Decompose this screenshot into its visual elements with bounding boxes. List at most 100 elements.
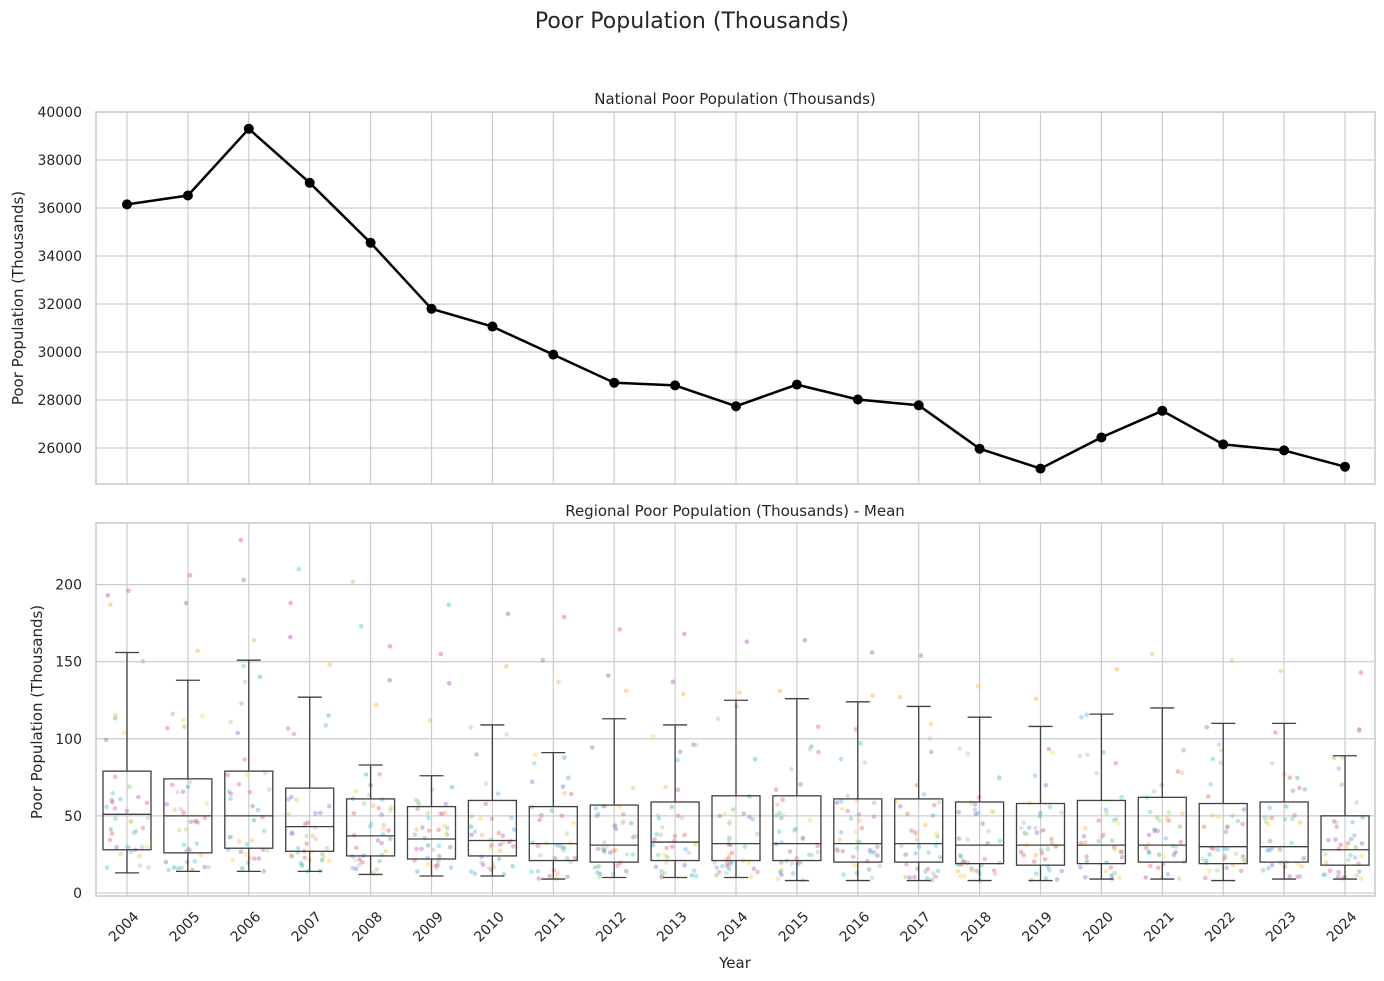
regional-point-2017-32 [914,832,920,838]
regional-point-2012-17 [620,812,626,817]
box-body-2014 [711,795,761,862]
regional-point-2012-37 [593,806,599,811]
regional-point-2007-30 [295,845,301,851]
regional-point-2006-29 [228,791,234,797]
regional-point-2006-5 [252,856,257,861]
regional-outlier-2011-2 [561,614,567,620]
box-body-2018 [954,801,1005,865]
regional-point-2007-17 [302,821,308,827]
regional-point-2016-2 [871,800,877,806]
regional-point-2021-13 [1146,849,1152,854]
bottom-axes-frame [95,522,1376,897]
regional-point-2014-16 [751,866,757,871]
regional-point-2009-4 [437,853,442,859]
regional-point-2014-3 [748,874,753,880]
regional-point-2007-25 [323,723,329,728]
regional-point-2011-23 [549,808,555,813]
regional-point-2016-25 [868,850,873,855]
regional-point-2021-1 [1159,782,1164,788]
regional-point-2022-10 [1240,854,1246,859]
regional-point-2007-37 [298,860,304,866]
regional-point-2023-32 [1266,822,1271,827]
regional-point-2020-37 [1103,807,1109,813]
regional-point-2023-26 [1290,816,1295,822]
regional-point-2011-2 [558,843,563,849]
regional-point-2008-32 [381,826,386,831]
regional-point-2015-32 [775,876,781,882]
regional-point-2005-14 [182,724,187,730]
regional-point-2016-0 [871,814,877,819]
regional-point-2007-8 [321,855,326,860]
bottom-x-tick-2020: 2020 [1080,909,1117,946]
regional-point-2015-14 [774,813,779,818]
regional-point-2008-35 [363,772,369,777]
regional-point-2008-24 [354,845,359,851]
regional-point-2019-14 [1049,840,1055,846]
regional-point-2019-19 [1024,831,1029,837]
regional-point-2021-5 [1166,818,1172,824]
box-body-2007 [285,787,335,852]
regional-point-2014-35 [726,866,732,872]
bottom-x-tick-2023: 2023 [1263,909,1300,946]
regional-point-2009-33 [430,847,436,853]
regional-outlier-2011-0 [556,679,561,685]
regional-point-2014-34 [717,813,723,819]
regional-point-2016-14 [848,816,854,821]
box-body-2010 [467,799,518,857]
national-point-2017 [913,400,924,411]
regional-outlier-2024-1 [1356,727,1362,732]
regional-point-2011-35 [562,755,567,760]
regional-point-2013-20 [663,860,669,865]
regional-point-2006-28 [250,803,255,809]
regional-point-2004-3 [137,853,142,859]
regional-point-2019-7 [1019,825,1024,831]
regional-point-2019-31 [1059,810,1064,815]
regional-point-2020-26 [1112,870,1117,876]
regional-point-2023-15 [1298,820,1303,825]
regional-point-2010-35 [468,824,474,829]
regional-point-2012-16 [631,834,636,840]
regional-point-2013-15 [663,784,668,790]
regional-point-2013-0 [682,832,687,838]
regional-point-2013-5 [676,813,681,819]
regional-point-2015-17 [780,797,785,802]
regional-point-2006-31 [228,834,234,840]
regional-point-2004-27 [118,851,123,857]
regional-outlier-2012-0 [624,688,629,694]
regional-point-2023-11 [1295,775,1300,781]
regional-point-2013-27 [692,842,698,847]
regional-point-2019-16 [1046,746,1052,752]
regional-point-2022-34 [1241,807,1247,812]
regional-outlier-2015-0 [777,688,782,694]
regional-point-2022-28 [1224,825,1230,830]
regional-point-2009-16 [443,801,449,807]
regional-point-2024-6 [1348,852,1353,858]
bottom-gridlines [96,523,1375,896]
regional-point-2018-27 [955,868,961,874]
regional-point-2005-13 [187,848,192,853]
box-body-2015 [772,795,822,862]
regional-point-2013-31 [655,813,661,818]
regional-outlier-2005-2 [187,573,193,578]
regional-point-2010-21 [468,725,474,730]
regional-outlier-2006-0 [251,637,257,643]
regional-point-2017-0 [933,874,938,879]
regional-point-2013-24 [675,787,681,793]
regional-point-2021-26 [1177,824,1183,829]
regional-point-2008-15 [371,803,376,808]
regional-point-2016-16 [875,844,880,850]
regional-point-2016-34 [875,853,880,858]
regional-point-2012-27 [624,869,630,874]
regional-point-2012-35 [629,821,634,826]
regional-point-2018-7 [965,751,971,756]
regional-point-2011-21 [538,813,544,819]
regional-point-2013-26 [659,868,664,874]
regional-outlier-2006-1 [241,577,246,583]
regional-points [103,537,1365,883]
regional-point-2007-23 [326,713,331,718]
regional-point-2016-31 [877,863,882,869]
regional-point-2020-14 [1118,849,1124,855]
regional-point-2013-30 [654,832,659,837]
top-y-tick-38000: 38000 [37,153,82,169]
regional-outlier-2023-0 [1278,668,1283,674]
